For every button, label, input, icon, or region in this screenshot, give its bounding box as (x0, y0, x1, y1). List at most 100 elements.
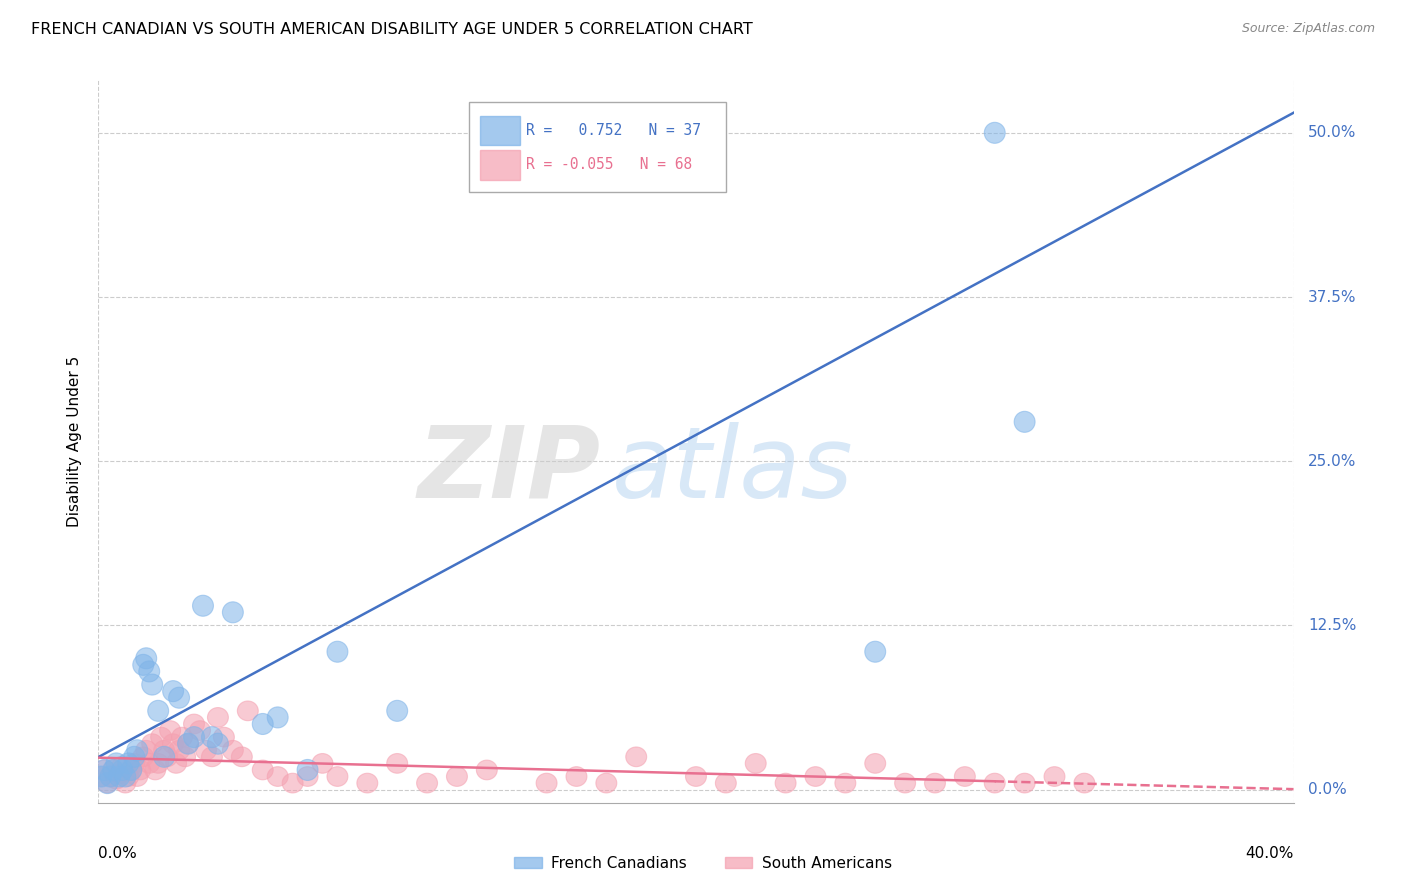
Ellipse shape (596, 773, 617, 793)
Ellipse shape (136, 648, 156, 669)
Ellipse shape (153, 747, 174, 767)
Ellipse shape (387, 700, 408, 722)
Ellipse shape (984, 122, 1005, 144)
Text: 0.0%: 0.0% (1308, 782, 1347, 797)
Ellipse shape (124, 754, 145, 773)
Ellipse shape (142, 734, 163, 754)
FancyBboxPatch shape (479, 151, 520, 180)
Ellipse shape (328, 641, 347, 662)
Ellipse shape (142, 674, 163, 695)
Ellipse shape (267, 767, 288, 787)
Text: R = -0.055   N = 68: R = -0.055 N = 68 (526, 157, 693, 172)
Y-axis label: Disability Age Under 5: Disability Age Under 5 (67, 356, 83, 527)
Ellipse shape (97, 773, 118, 793)
Ellipse shape (894, 773, 915, 793)
Ellipse shape (139, 754, 160, 773)
Ellipse shape (208, 707, 228, 727)
Ellipse shape (163, 734, 184, 754)
FancyBboxPatch shape (479, 116, 520, 145)
Ellipse shape (115, 773, 136, 793)
Ellipse shape (312, 754, 333, 773)
Ellipse shape (835, 773, 856, 793)
Ellipse shape (716, 773, 737, 793)
Ellipse shape (416, 773, 437, 793)
Text: atlas: atlas (613, 422, 853, 519)
Text: FRENCH CANADIAN VS SOUTH AMERICAN DISABILITY AGE UNDER 5 CORRELATION CHART: FRENCH CANADIAN VS SOUTH AMERICAN DISABI… (31, 22, 752, 37)
Ellipse shape (686, 767, 706, 787)
Ellipse shape (626, 747, 647, 767)
Ellipse shape (297, 767, 318, 787)
Ellipse shape (112, 759, 132, 780)
Ellipse shape (108, 766, 129, 787)
Ellipse shape (222, 740, 243, 760)
Ellipse shape (118, 753, 139, 774)
Ellipse shape (127, 739, 148, 761)
Ellipse shape (132, 747, 153, 767)
Ellipse shape (163, 681, 184, 702)
Ellipse shape (100, 767, 121, 787)
Ellipse shape (145, 760, 166, 780)
Ellipse shape (1014, 411, 1035, 433)
Ellipse shape (177, 733, 198, 755)
Text: 50.0%: 50.0% (1308, 126, 1357, 140)
Ellipse shape (201, 747, 222, 767)
Ellipse shape (506, 122, 527, 144)
Ellipse shape (112, 756, 132, 776)
Ellipse shape (283, 773, 304, 793)
FancyBboxPatch shape (470, 102, 725, 193)
Ellipse shape (108, 764, 129, 784)
Ellipse shape (124, 747, 145, 767)
Ellipse shape (160, 721, 180, 740)
Ellipse shape (536, 773, 557, 793)
Ellipse shape (153, 740, 174, 760)
Ellipse shape (222, 602, 243, 623)
Ellipse shape (97, 772, 118, 794)
Ellipse shape (297, 759, 318, 780)
Ellipse shape (115, 766, 136, 787)
Ellipse shape (775, 773, 796, 793)
Ellipse shape (984, 773, 1005, 793)
Ellipse shape (806, 767, 825, 787)
Ellipse shape (214, 727, 235, 747)
Ellipse shape (100, 766, 121, 787)
Ellipse shape (195, 740, 217, 760)
Ellipse shape (103, 759, 124, 780)
Ellipse shape (208, 733, 228, 755)
Ellipse shape (166, 754, 187, 773)
Ellipse shape (357, 773, 378, 793)
Ellipse shape (121, 759, 142, 780)
Text: R =   0.752   N = 37: R = 0.752 N = 37 (526, 122, 702, 137)
Ellipse shape (190, 721, 211, 740)
Ellipse shape (105, 753, 127, 774)
Text: Source: ZipAtlas.com: Source: ZipAtlas.com (1241, 22, 1375, 36)
Ellipse shape (1014, 773, 1035, 793)
Ellipse shape (172, 727, 193, 747)
Ellipse shape (91, 766, 112, 787)
Ellipse shape (184, 727, 204, 747)
Ellipse shape (148, 700, 169, 722)
Ellipse shape (184, 714, 204, 734)
Text: ZIP: ZIP (418, 422, 600, 519)
Ellipse shape (129, 760, 150, 780)
Ellipse shape (232, 747, 252, 767)
Ellipse shape (94, 760, 115, 780)
Text: 37.5%: 37.5% (1308, 290, 1357, 304)
Ellipse shape (148, 754, 169, 773)
Ellipse shape (267, 706, 288, 728)
Text: 0.0%: 0.0% (98, 847, 138, 861)
Ellipse shape (201, 727, 222, 747)
Text: 25.0%: 25.0% (1308, 454, 1357, 468)
Ellipse shape (105, 769, 127, 789)
Ellipse shape (193, 595, 214, 616)
Ellipse shape (94, 759, 115, 780)
Ellipse shape (745, 754, 766, 773)
Text: 12.5%: 12.5% (1308, 618, 1357, 633)
Ellipse shape (238, 701, 259, 721)
Ellipse shape (567, 767, 586, 787)
Ellipse shape (387, 754, 408, 773)
Ellipse shape (865, 754, 886, 773)
Ellipse shape (169, 687, 190, 708)
Ellipse shape (1074, 773, 1095, 793)
Ellipse shape (121, 760, 142, 780)
Ellipse shape (177, 734, 198, 754)
